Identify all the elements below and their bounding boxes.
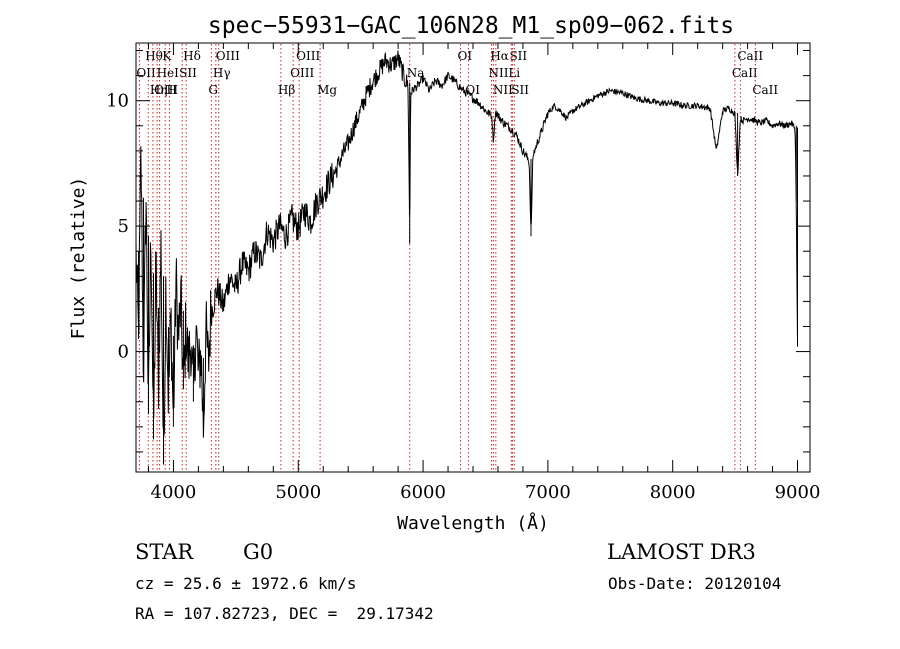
x-tick-label-5: 9000 bbox=[775, 482, 821, 503]
emission-line-label-5: Hη bbox=[150, 83, 168, 97]
spectrum-series-line bbox=[135, 50, 798, 465]
emission-line-label-6: SII bbox=[179, 66, 197, 80]
axis-ticks: 4000 5000 6000 7000 8000 9000 0 5 10 bbox=[106, 43, 820, 503]
emission-line-label-8: Hδ bbox=[183, 49, 201, 63]
emission-line-label-25: CaII bbox=[737, 49, 763, 63]
emission-line-label-1: OII bbox=[136, 66, 156, 80]
y-tick-label-0: 0 bbox=[118, 342, 129, 363]
emission-line-label-7: H bbox=[166, 83, 176, 97]
x-tick-label-0: 4000 bbox=[151, 482, 197, 503]
emission-line-label-27: CaII bbox=[752, 83, 778, 97]
emission-line-label-18: OI bbox=[465, 83, 480, 97]
x-axis-label: Wavelength (Å) bbox=[397, 512, 549, 534]
emission-line-label-19: Hα bbox=[490, 49, 509, 63]
sky-coordinates: RA = 107.82723, DEC = 29.17342 bbox=[135, 604, 434, 623]
emission-line-label-12: Hβ bbox=[278, 83, 295, 97]
object-class: STAR bbox=[135, 540, 194, 564]
emission-line-label-9: OIII bbox=[216, 49, 240, 63]
y-tick-label-1: 5 bbox=[118, 216, 129, 237]
emission-line-label-16: Na bbox=[407, 66, 425, 80]
emission-line-label-22: SII bbox=[509, 49, 527, 63]
emission-line-label-15: Mg bbox=[317, 83, 337, 97]
emission-line-label-3: K bbox=[162, 49, 172, 63]
emission-line-label-21: NII bbox=[493, 83, 513, 97]
emission-line-label-2: OIII bbox=[154, 83, 178, 97]
chart-title: spec−55931−GAC_106N28_M1_sp09−062.fits bbox=[208, 13, 734, 39]
y-axis-label: Flux (relative) bbox=[68, 177, 89, 340]
emission-line-label-11: G bbox=[208, 83, 218, 97]
x-tick-label-4: 8000 bbox=[650, 482, 696, 503]
emission-line-label-13: OIII bbox=[290, 66, 314, 80]
emission-line-label-26: CaII bbox=[732, 66, 758, 80]
x-tick-label-1: 5000 bbox=[275, 482, 321, 503]
survey-name: LAMOST DR3 bbox=[607, 540, 756, 564]
emission-line-label-4: HeI bbox=[157, 66, 180, 80]
object-subclass: G0 bbox=[243, 540, 274, 564]
y-tick-label-2: 10 bbox=[106, 91, 129, 112]
emission-line-label-14: OIII bbox=[296, 49, 320, 63]
emission-line-label-24: SII bbox=[511, 83, 529, 97]
emission-line-label-10: Hγ bbox=[213, 66, 231, 80]
redshift-velocity: cz = 25.6 ± 1972.6 km/s bbox=[135, 574, 357, 593]
emission-line-label-17: OI bbox=[458, 49, 473, 63]
observation-date: Obs-Date: 20120104 bbox=[608, 574, 782, 593]
x-tick-label-2: 6000 bbox=[400, 482, 446, 503]
emission-line-label-20: NII bbox=[488, 66, 508, 80]
emission-line-label-0: Hθ bbox=[145, 49, 163, 63]
x-tick-label-3: 7000 bbox=[525, 482, 571, 503]
